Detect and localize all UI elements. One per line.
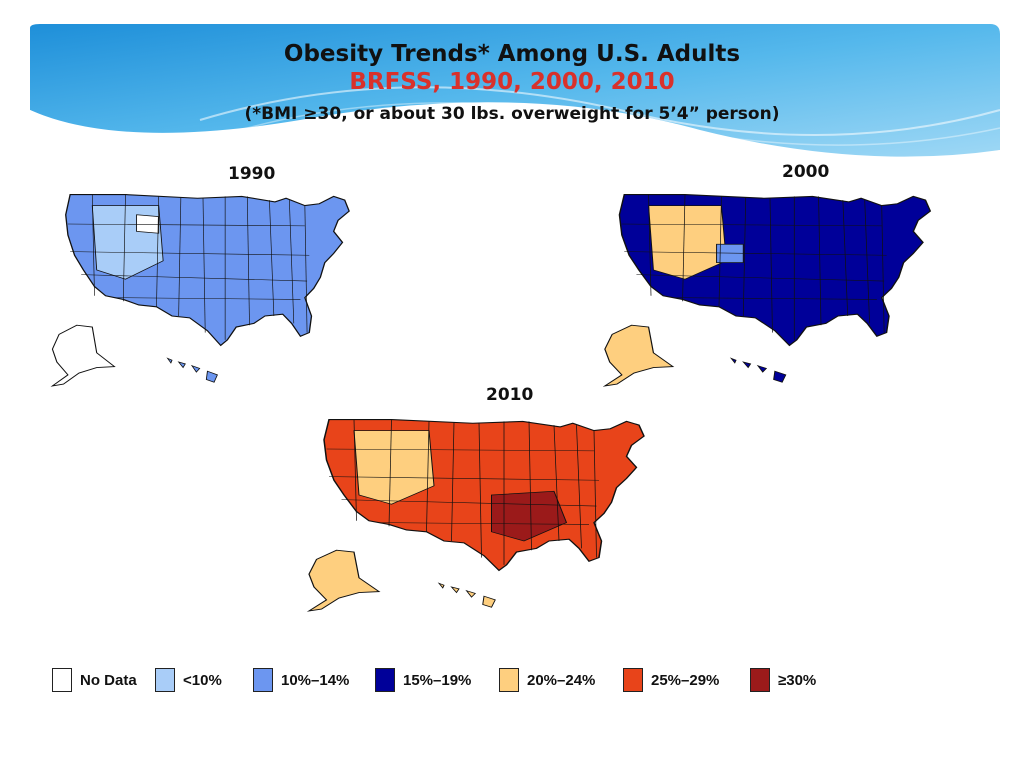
map-2010: 2010: [300, 385, 670, 615]
alaska: [50, 324, 116, 387]
legend-label: 10%–14%: [281, 671, 350, 689]
legend-item-no-data: No Data: [52, 664, 137, 696]
region-accent: [353, 430, 435, 505]
state-border: [478, 423, 482, 558]
legend-swatch: [253, 668, 273, 692]
state-border: [648, 194, 652, 296]
state-border: [178, 197, 182, 317]
state-border: [528, 421, 532, 551]
state-border: [682, 194, 686, 302]
state-border: [304, 205, 308, 333]
us-map-1990: [50, 194, 350, 387]
region-highlight: [136, 214, 160, 234]
hawaii: [437, 582, 496, 608]
title-block: Obesity Trends* Among U.S. Adults BRFSS,…: [0, 40, 1024, 124]
state-border: [353, 419, 357, 521]
state-border: [388, 419, 392, 527]
legend-swatch: [52, 668, 72, 692]
state-border: [81, 274, 308, 282]
legend-label: 20%–24%: [527, 671, 596, 689]
page-subtitle: BRFSS, 1990, 2000, 2010: [349, 69, 675, 95]
legend-label: 25%–29%: [651, 671, 720, 689]
state-border: [156, 196, 160, 307]
state-border: [818, 196, 822, 326]
state-border: [553, 425, 560, 542]
legend-swatch: [375, 668, 395, 692]
state-border: [328, 476, 600, 481]
legend: No Data <10% 10%–14% 15%–19% 20%–24% 25%…: [52, 664, 852, 696]
legend-swatch: [750, 668, 770, 692]
map-1990: 1990: [44, 160, 374, 390]
state-border: [326, 448, 595, 452]
legend-label: ≥30%: [778, 671, 817, 689]
bmi-footnote: (*BMI ≥30, or about 30 lbs. overweight f…: [244, 104, 780, 124]
legend-label: <10%: [183, 671, 222, 689]
state-border: [67, 223, 305, 227]
state-border: [864, 200, 870, 324]
state-border: [842, 200, 849, 317]
state-border: [202, 198, 206, 333]
state-border: [70, 251, 310, 256]
state-border: [881, 205, 885, 333]
region-highlight: [716, 243, 744, 264]
state-border: [426, 421, 430, 532]
state-border: [593, 430, 597, 558]
state-border: [341, 499, 597, 507]
state-border: [122, 194, 126, 302]
state-border: [718, 196, 722, 307]
state-border: [636, 274, 885, 282]
state-border: [269, 200, 275, 317]
state-border: [621, 223, 882, 227]
map-year-label: 1990: [228, 164, 276, 184]
region-accent: [648, 205, 727, 280]
legend-item-15-19: 15%–19%: [375, 664, 471, 696]
header-banner: [30, 24, 1001, 190]
state-border: [769, 198, 773, 333]
legend-item-25-29: 25%–29%: [623, 664, 719, 696]
legend-item-20-24: 20%–24%: [499, 664, 595, 696]
alaska: [602, 324, 675, 387]
page-title: Obesity Trends* Among U.S. Adults: [283, 41, 741, 67]
hawaii: [166, 357, 218, 383]
state-border: [576, 425, 582, 549]
state-border: [672, 297, 877, 300]
state-border: [91, 194, 95, 296]
legend-item-under-10: <10%: [155, 664, 222, 696]
us-map-2010: [306, 419, 645, 612]
state-border: [624, 251, 887, 256]
legend-swatch: [623, 668, 643, 692]
state-border: [246, 196, 250, 326]
map-shapes: [306, 419, 645, 612]
legend-label: No Data: [80, 671, 137, 689]
alaska: [306, 549, 381, 612]
state-border: [289, 200, 295, 324]
legend-label: 15%–19%: [403, 671, 472, 689]
state-border: [378, 522, 590, 525]
map-shapes: [50, 194, 350, 387]
map-year-label: 2000: [782, 162, 830, 182]
legend-item-10-14: 10%–14%: [253, 664, 349, 696]
us-map-2000: [602, 194, 932, 387]
legend-swatch: [499, 668, 519, 692]
state-border: [114, 297, 301, 300]
state-border: [451, 422, 455, 542]
hawaii: [729, 357, 787, 383]
map-shapes: [602, 194, 932, 387]
map-year-label: 2010: [486, 385, 534, 405]
legend-swatch: [155, 668, 175, 692]
map-2000: 2000: [596, 160, 956, 390]
legend-item-30-plus: ≥30%: [750, 664, 816, 696]
state-border: [742, 197, 747, 317]
